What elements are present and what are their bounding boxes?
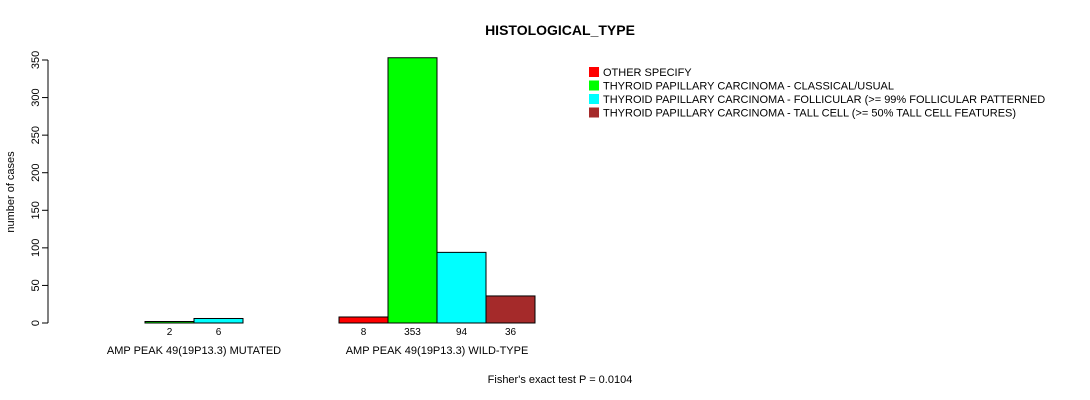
legend-swatch [589, 80, 599, 91]
y-axis-label: number of cases [5, 151, 17, 233]
bar-value-label: 94 [456, 327, 468, 338]
legend-swatch [589, 94, 599, 104]
bars [144, 57, 536, 324]
y-tick-label: 200 [30, 164, 42, 182]
group-label: AMP PEAK 49(19P13.3) MUTATED [107, 345, 281, 357]
y-tick-label: 150 [30, 201, 42, 219]
bar-value-label: 6 [216, 327, 222, 338]
y-tick-label: 0 [30, 320, 42, 326]
bar-value-label: 2 [167, 327, 173, 338]
y-tick-label: 50 [30, 279, 42, 291]
chart-title: HISTOLOGICAL_TYPE [485, 22, 635, 38]
legend: OTHER SPECIFY THYROID PAPILLARY CARCINOMA… [589, 67, 1045, 120]
y-tick-label: 250 [30, 126, 42, 144]
y-tick-label: 300 [30, 88, 42, 106]
legend-label: THYROID PAPILLARY CARCINOMA - TALL CELL … [603, 108, 1016, 120]
y-axis: 0 50 100 150 200 250 300 350 [30, 51, 49, 326]
y-tick-label: 100 [30, 239, 42, 257]
bar-value-label: 353 [404, 327, 421, 338]
bar [485, 295, 536, 324]
bar [193, 317, 244, 324]
bar-value-label: 36 [505, 327, 517, 338]
fisher-test-footer: Fisher's exact test P = 0.0104 [488, 374, 633, 386]
bar [387, 57, 438, 324]
y-tick-label: 350 [30, 51, 42, 69]
bar-value-label: 8 [361, 327, 367, 338]
bar [338, 316, 389, 324]
legend-label: THYROID PAPILLARY CARCINOMA - FOLLICULAR… [603, 94, 1045, 106]
legend-label: OTHER SPECIFY [603, 67, 692, 79]
group-label: AMP PEAK 49(19P13.3) WILD-TYPE [346, 345, 529, 357]
bar [436, 251, 487, 324]
value-labels: 2 6 8 353 94 36 [167, 327, 517, 338]
bar [144, 320, 195, 324]
legend-swatch [589, 67, 599, 77]
legend-swatch [589, 107, 599, 118]
group-labels: AMP PEAK 49(19P13.3) MUTATED AMP PEAK 49(… [107, 345, 528, 357]
legend-label: THYROID PAPILLARY CARCINOMA - CLASSICAL/… [603, 81, 894, 93]
